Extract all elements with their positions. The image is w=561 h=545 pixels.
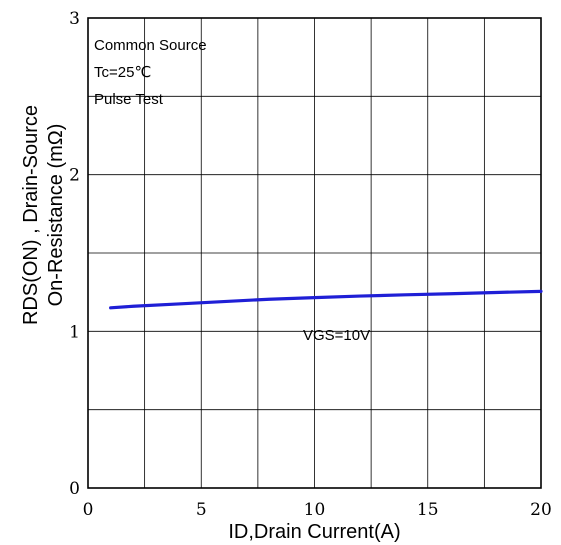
y-tick-label: 3 [69,9,80,29]
plot-frame [87,17,542,489]
x-axis-title: ID,Drain Current(A) [228,521,400,543]
y-tick-label: 2 [69,166,80,186]
x-tick-labels: 0 5 10 15 20 [83,500,552,520]
x-tick-label: 15 [417,500,439,520]
y-axis-title-line1: RDS(ON) , Drain-Source [20,105,42,325]
y-tick-label: 0 [69,479,80,499]
y-axis-title-line2: On-Resistance (mΩ) [45,124,67,307]
condition-label: Common Source [94,37,207,54]
conditions-block: Common Source Tc=25℃ Pulse Test [94,37,207,108]
y-tick-label: 1 [69,322,80,342]
x-tick-label: 0 [83,500,94,520]
series-label: VGS=10V [303,327,370,344]
x-tick-label: 5 [196,500,207,520]
condition-label: Pulse Test [94,91,164,108]
y-axis-title: RDS(ON) , Drain-Source On-Resistance (mΩ… [20,105,67,325]
series-line [109,289,543,310]
x-tick-label: 20 [530,500,552,520]
y-tick-labels: 0 1 2 3 [69,9,80,499]
series-layer [109,289,543,310]
condition-label: Tc=25℃ [94,64,151,81]
grid-layer [88,18,541,488]
x-tick-label: 10 [304,500,326,520]
